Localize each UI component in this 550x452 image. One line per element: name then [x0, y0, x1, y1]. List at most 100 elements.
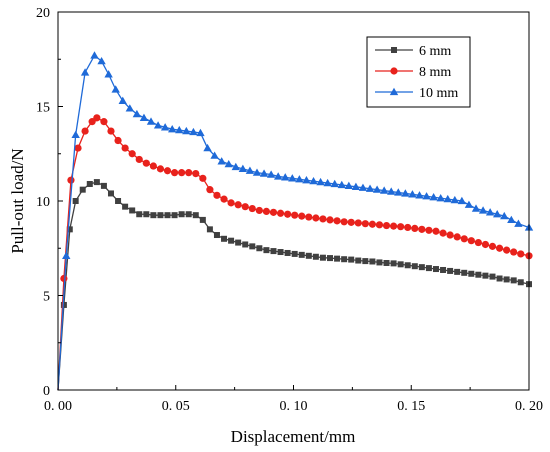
series-2-point: [125, 104, 135, 112]
series-2-point: [146, 117, 156, 125]
series-0-point: [503, 276, 510, 283]
series-1-point: [439, 229, 447, 237]
series-0-point: [482, 272, 489, 279]
series-2-point: [337, 180, 346, 189]
series-2-point: [358, 183, 368, 191]
series-1-point: [361, 220, 369, 228]
series-0-point: [79, 186, 86, 193]
series-1-point: [284, 210, 292, 218]
series-1-point: [135, 155, 143, 164]
series-2-point: [182, 126, 191, 135]
series-0-point: [221, 235, 228, 242]
series-0-point: [475, 271, 482, 278]
series-1-point: [312, 214, 320, 222]
y-tick-label: 5: [43, 290, 50, 305]
series-2-point: [372, 185, 382, 193]
series-0-point: [298, 251, 305, 258]
series-0-point: [334, 255, 341, 262]
series-2-point: [500, 211, 509, 220]
series-0-point: [192, 212, 199, 219]
series-1-point: [446, 231, 454, 239]
series-0-point: [164, 212, 171, 219]
series-2-point: [90, 51, 99, 59]
series-2-point: [295, 175, 304, 183]
series-1-point: [425, 226, 433, 234]
series-0-point: [305, 252, 312, 259]
series-1-point: [340, 218, 348, 226]
series-1-point: [163, 167, 172, 175]
series-0-point: [270, 248, 277, 255]
series-2-point: [80, 68, 90, 76]
series-1-point: [418, 225, 426, 233]
series-1-point: [517, 250, 525, 258]
series-2-point: [485, 208, 495, 216]
series-0-point: [489, 273, 496, 280]
series-1-point: [495, 244, 504, 252]
series-0-point: [411, 263, 418, 270]
series-1-point: [269, 208, 278, 216]
series-2-point: [394, 188, 403, 196]
series-layer: [57, 51, 534, 391]
series-1-point: [375, 221, 384, 229]
series-2-point: [210, 151, 219, 159]
series-1-point: [192, 169, 200, 178]
series-1-point: [121, 144, 129, 152]
series-2-point: [344, 181, 354, 190]
series-2-point: [238, 164, 248, 173]
series-0-point: [150, 212, 157, 219]
series-2-point: [507, 215, 516, 224]
series-2-point: [97, 56, 106, 65]
series-1-point: [241, 203, 249, 211]
series-2-point: [401, 189, 410, 197]
series-2-point: [288, 174, 297, 182]
y-tick-label: 0: [43, 384, 50, 399]
series-0-point: [348, 256, 355, 263]
series-0-point: [66, 226, 73, 233]
series-1-point: [291, 211, 299, 219]
series-2-point: [309, 176, 318, 185]
series-2-point: [281, 173, 290, 181]
series-1-point: [276, 209, 285, 217]
series-1-point: [170, 169, 179, 177]
series-0-point: [93, 179, 100, 186]
series-0-point: [390, 260, 397, 267]
series-2-point: [273, 172, 283, 180]
series-1-point: [467, 237, 475, 245]
series-2-point: [175, 125, 184, 134]
series-1-point: [220, 195, 228, 203]
series-1-point: [67, 176, 75, 184]
series-1-point: [60, 274, 68, 283]
series-2-point: [160, 123, 170, 131]
ticks-layer: 0. 00 0. 05 0. 10 0. 15 0. 20 0 5 10 15 20: [36, 6, 543, 414]
series-2-point: [111, 85, 120, 93]
series-1-point: [114, 136, 122, 145]
series-1-point: [319, 215, 327, 223]
x-tick-label: 0. 00: [44, 399, 72, 414]
series-2-point: [104, 70, 113, 78]
series-2-point: [365, 184, 375, 192]
series-1-point: [74, 144, 82, 152]
series-0-point: [199, 216, 206, 223]
series-0-point: [454, 268, 461, 275]
series-0-point: [312, 253, 319, 260]
series-2-point: [231, 162, 241, 171]
legend-item-0: 6 mm: [375, 44, 451, 59]
series-2-point: [302, 176, 311, 184]
x-tick-label: 0. 15: [397, 399, 425, 414]
series-0-point: [319, 254, 326, 261]
series-0-point: [242, 241, 249, 248]
series-0-point: [369, 258, 376, 265]
series-2-point: [252, 168, 262, 176]
series-2: [57, 51, 534, 391]
series-0-point: [213, 232, 220, 239]
series-1-point: [185, 169, 193, 177]
series-0-point: [72, 198, 79, 204]
series-0-point: [115, 198, 122, 204]
series-2-point: [316, 177, 325, 186]
legend-item-2: 10 mm: [375, 86, 458, 101]
series-1-point: [93, 114, 101, 122]
series-2-point: [62, 251, 71, 259]
series-0-point: [341, 256, 348, 263]
series-0-point: [440, 266, 447, 273]
